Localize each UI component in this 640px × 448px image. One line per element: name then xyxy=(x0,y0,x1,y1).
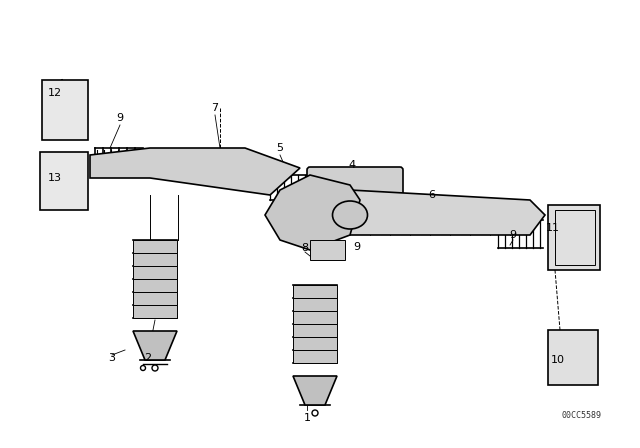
Polygon shape xyxy=(293,337,337,350)
Polygon shape xyxy=(133,331,177,360)
Polygon shape xyxy=(133,240,177,253)
Ellipse shape xyxy=(333,201,367,229)
Polygon shape xyxy=(548,330,598,385)
Circle shape xyxy=(312,410,318,416)
Text: 9: 9 xyxy=(116,113,124,123)
Text: 8: 8 xyxy=(301,243,308,253)
Text: 2: 2 xyxy=(145,353,152,363)
Polygon shape xyxy=(133,253,177,266)
Circle shape xyxy=(141,366,145,370)
Text: 5: 5 xyxy=(276,143,284,153)
Text: 10: 10 xyxy=(551,355,565,365)
FancyBboxPatch shape xyxy=(307,167,403,213)
Circle shape xyxy=(152,365,158,371)
Polygon shape xyxy=(293,311,337,324)
Polygon shape xyxy=(548,205,600,270)
Polygon shape xyxy=(42,80,88,140)
Text: 6: 6 xyxy=(429,190,435,200)
Text: 1: 1 xyxy=(303,413,310,423)
Text: 4: 4 xyxy=(348,160,356,170)
Polygon shape xyxy=(293,324,337,337)
Polygon shape xyxy=(265,175,360,250)
Polygon shape xyxy=(133,292,177,305)
Text: 00CC5589: 00CC5589 xyxy=(562,410,602,419)
Text: 3: 3 xyxy=(109,353,115,363)
Text: 13: 13 xyxy=(48,173,62,183)
Polygon shape xyxy=(90,148,300,195)
Polygon shape xyxy=(293,376,337,405)
Text: 12: 12 xyxy=(48,88,62,98)
Polygon shape xyxy=(40,152,88,210)
Polygon shape xyxy=(335,190,545,235)
Polygon shape xyxy=(133,266,177,279)
Text: 9: 9 xyxy=(353,242,360,252)
Polygon shape xyxy=(310,240,345,260)
Polygon shape xyxy=(293,350,337,363)
Text: 11: 11 xyxy=(546,223,560,233)
Polygon shape xyxy=(293,285,337,298)
Polygon shape xyxy=(293,298,337,311)
Polygon shape xyxy=(133,279,177,292)
Text: 9: 9 xyxy=(509,230,516,240)
Text: 7: 7 xyxy=(211,103,219,113)
Polygon shape xyxy=(133,305,177,318)
